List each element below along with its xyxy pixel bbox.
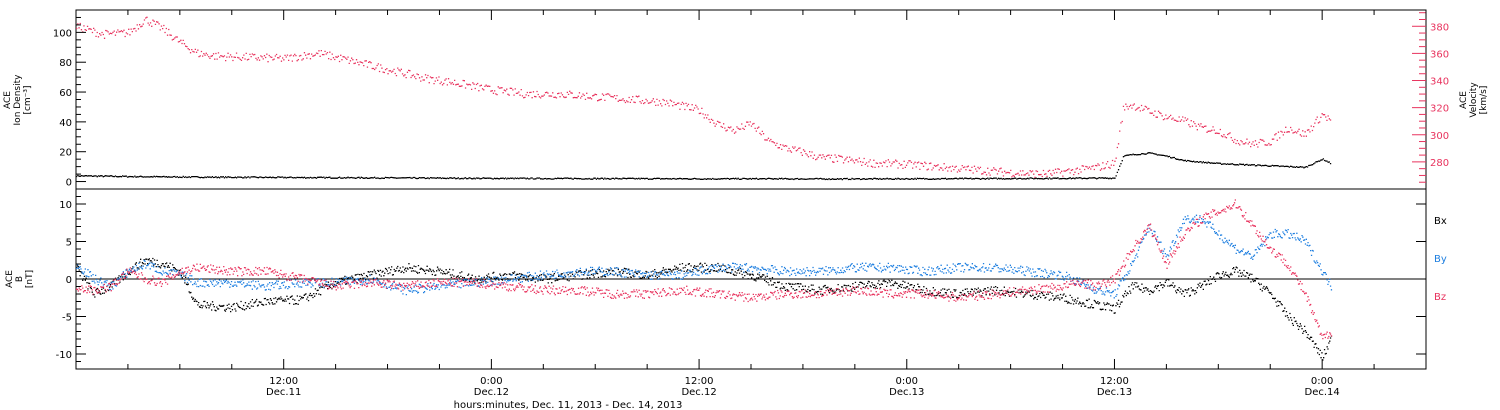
field-tick-label: 5 [66, 238, 72, 249]
axis-label-line: [nT] [25, 270, 35, 288]
density-tick-label: 60 [59, 88, 72, 99]
date-tick-label: Dec.14 [1305, 387, 1340, 398]
density-tick-label: 100 [53, 28, 72, 39]
date-tick-label: Dec.13 [1097, 387, 1132, 398]
time-tick-label: 0:00 [480, 376, 502, 387]
velocity-axis-label: ACE Velocity [km/s] [1459, 82, 1489, 118]
field-axis-label: ACE B [nT] [5, 270, 35, 288]
series-bx [76, 257, 1333, 361]
x-axis-title: hours:minutes, Dec. 11, 2013 - Dec. 14, … [454, 400, 683, 410]
series-by [76, 214, 1333, 299]
velocity-axis: 280 300 320 340 360 380 [1412, 12, 1449, 183]
field-tick-label: -5 [62, 313, 72, 324]
axis-label-line: Ion Density [13, 74, 23, 126]
density-tick-label: 0 [66, 178, 72, 189]
velocity-tick-label: 320 [1430, 104, 1449, 115]
time-axis: 12:00Dec.110:00Dec.1212:00Dec.120:00Dec.… [75, 10, 1427, 398]
date-tick-label: Dec.12 [474, 387, 509, 398]
date-tick-label: Dec.11 [266, 387, 301, 398]
density-tick-label: 80 [59, 58, 72, 69]
field-tick-label: 0 [66, 275, 72, 286]
density-axis-label: ACE Ion Density [cm⁻³] [3, 74, 33, 126]
velocity-tick-label: 380 [1430, 22, 1449, 33]
date-tick-label: Dec.12 [681, 387, 716, 398]
field-legend: Bx By Bz [1434, 216, 1447, 303]
velocity-series [76, 16, 1332, 179]
time-tick-label: 0:00 [1311, 376, 1333, 387]
time-tick-label: 0:00 [896, 376, 918, 387]
time-tick-label: 12:00 [685, 376, 714, 387]
velocity-series-marks [76, 16, 1332, 179]
density-series [76, 152, 1332, 181]
series-bx-marks [76, 257, 1333, 361]
series-bz-marks [76, 199, 1333, 340]
axis-label-line: B [15, 276, 25, 282]
time-tick-label: 12:00 [1100, 376, 1129, 387]
series-bz [76, 199, 1333, 340]
magnetic-field-panel [76, 199, 1333, 361]
axis-label-line: [km/s] [1479, 86, 1489, 115]
axis-label-line: ACE [3, 91, 13, 109]
legend-bz: Bz [1434, 292, 1446, 303]
density-velocity-panel [76, 16, 1332, 181]
series-by-marks [76, 214, 1333, 299]
legend-by: By [1434, 254, 1447, 265]
field-tick-label: 10 [59, 200, 72, 211]
density-tick-label: 20 [59, 148, 72, 159]
legend-bx: Bx [1434, 216, 1447, 227]
axis-label-line: Velocity [1469, 82, 1479, 118]
density-axis: 0 20 40 60 80 100 [53, 16, 86, 189]
velocity-tick-label: 280 [1430, 158, 1449, 169]
density-tick-label: 40 [59, 118, 72, 129]
axis-label-line: ACE [1459, 91, 1469, 109]
velocity-tick-label: 340 [1430, 77, 1449, 88]
date-tick-label: Dec.13 [889, 387, 924, 398]
axis-label-line: ACE [5, 270, 15, 288]
density-series-marks [76, 152, 1332, 181]
field-tick-label: -10 [56, 350, 72, 361]
field-axis: -10 -5 0 5 10 [56, 196, 1426, 362]
velocity-tick-label: 300 [1430, 131, 1449, 142]
velocity-tick-label: 360 [1430, 49, 1449, 60]
time-tick-label: 12:00 [269, 376, 298, 387]
axis-label-line: [cm⁻³] [23, 85, 33, 114]
